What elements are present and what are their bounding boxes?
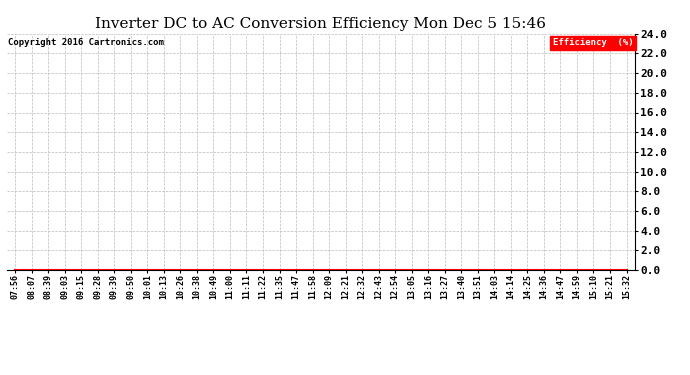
Title: Inverter DC to AC Conversion Efficiency Mon Dec 5 15:46: Inverter DC to AC Conversion Efficiency … <box>95 17 546 31</box>
Text: Efficiency  (%): Efficiency (%) <box>553 39 633 48</box>
Text: Copyright 2016 Cartronics.com: Copyright 2016 Cartronics.com <box>8 39 164 48</box>
